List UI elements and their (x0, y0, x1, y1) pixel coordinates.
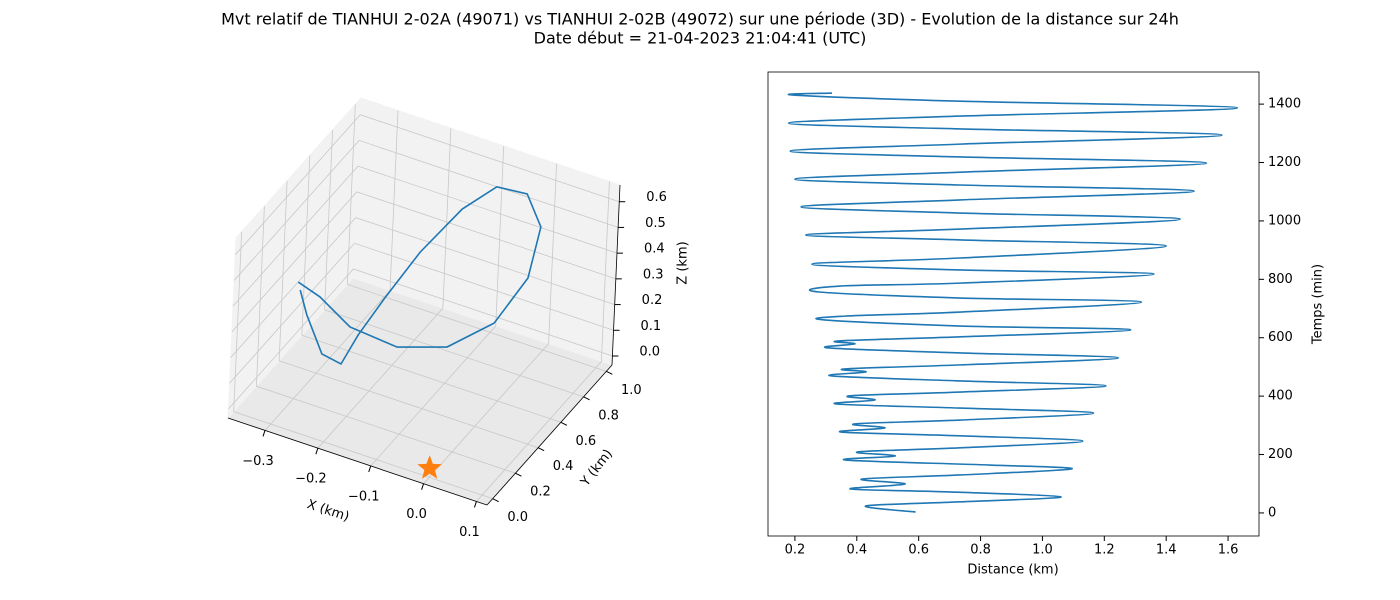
x-tick (421, 483, 425, 490)
y-tick-label: 1000 (1268, 213, 1301, 228)
grid-line (231, 191, 616, 333)
x-tick-label: −0.2 (295, 472, 327, 487)
grid-line (255, 206, 516, 474)
y-tick-label: 800 (1268, 272, 1293, 287)
grid-line (229, 242, 614, 384)
z-tick-label: 0.6 (646, 190, 667, 205)
z-tick-label: 0.1 (641, 319, 662, 334)
y-tick (515, 472, 522, 477)
trajectory-line (297, 185, 542, 366)
x-tick-label: 0.2 (785, 543, 806, 558)
y-tick-label: 1400 (1268, 97, 1301, 112)
x-tick (262, 430, 266, 437)
x-tick-label: −0.3 (242, 454, 274, 469)
grid-line (317, 128, 452, 449)
x-tick (473, 501, 477, 508)
figure-subtitle: Date début = 21-04-2023 21:04:41 (UTC) (534, 29, 867, 48)
y-tick-label: 0.6 (576, 434, 597, 449)
x-tick-label: 0.1 (459, 525, 480, 540)
plot-distance: 0.2 0.4 0.6 0.8 1.0 1.2 1.4 1.6 0 200 400 600 800 100… (767, 71, 1301, 558)
x-axis-label: Distance (km) (967, 563, 1058, 578)
z-axis-line (611, 184, 621, 366)
x-tick-label: 1.0 (1032, 543, 1053, 558)
grid-line (476, 181, 610, 502)
x-tick-label: 0.6 (908, 543, 929, 558)
y-tick (560, 421, 568, 426)
x-tick-label: 0.8 (970, 543, 991, 558)
z-tick-label: 0.3 (643, 267, 664, 282)
grid-line (232, 165, 618, 307)
y-tick-label: 1.0 (621, 383, 642, 398)
grid-line (228, 268, 613, 410)
y-tick-label: 200 (1268, 447, 1293, 462)
y-tick-label: 1200 (1268, 155, 1301, 170)
y-tick-label: 400 (1268, 389, 1293, 404)
x-tick-label: 0.4 (846, 543, 867, 558)
y-tick-label: 0 (1268, 505, 1276, 520)
distance-line (787, 92, 1239, 513)
x-tick (368, 465, 372, 473)
y-tick (583, 396, 590, 401)
x-tick-label: 1.6 (1218, 543, 1239, 558)
y-tick-label: 0.2 (530, 485, 551, 500)
y-axis-line (486, 364, 613, 506)
grid-line (301, 155, 561, 423)
y-tick (537, 447, 545, 452)
y-tick-label: 600 (1268, 330, 1293, 345)
grid-line (423, 163, 557, 484)
grid-line (234, 114, 620, 255)
grid-line (233, 139, 619, 281)
y-tick (492, 498, 499, 503)
plot-3d: −0.3−0.2−0.10.00.10.00.20.40.60.81.00.00… (227, 96, 667, 540)
z-axis-label: Z (km) (676, 241, 691, 284)
x-tick-label: −0.1 (348, 489, 380, 504)
x-tick-label: 0.0 (406, 507, 427, 522)
grid-line (324, 129, 584, 398)
reference-star (417, 455, 442, 479)
y-tick (606, 370, 613, 375)
y-tick-label: 0.8 (598, 408, 619, 423)
x-axis-line (227, 417, 488, 506)
y-tick-label: 0.4 (553, 459, 574, 474)
z-tick-label: 0.0 (639, 345, 660, 360)
grid-line (346, 104, 607, 372)
z-tick-label: 0.5 (645, 216, 666, 231)
grid-line (233, 231, 493, 500)
y-axis-label: Temps (min) (1311, 264, 1326, 345)
grid-line (370, 145, 505, 467)
z-tick-label: 0.4 (644, 242, 665, 257)
x-tick (315, 448, 319, 455)
x-tick-label: 1.4 (1156, 543, 1177, 558)
x-tick-label: 1.2 (1094, 543, 1115, 558)
y-tick-label: 0.0 (507, 510, 528, 525)
grid-line (278, 180, 539, 449)
plot-frame (767, 71, 1260, 537)
z-tick-label: 0.2 (642, 293, 663, 308)
figure-title: Mvt relatif de TIANHUI 2-02A (49071) vs … (221, 10, 1179, 29)
